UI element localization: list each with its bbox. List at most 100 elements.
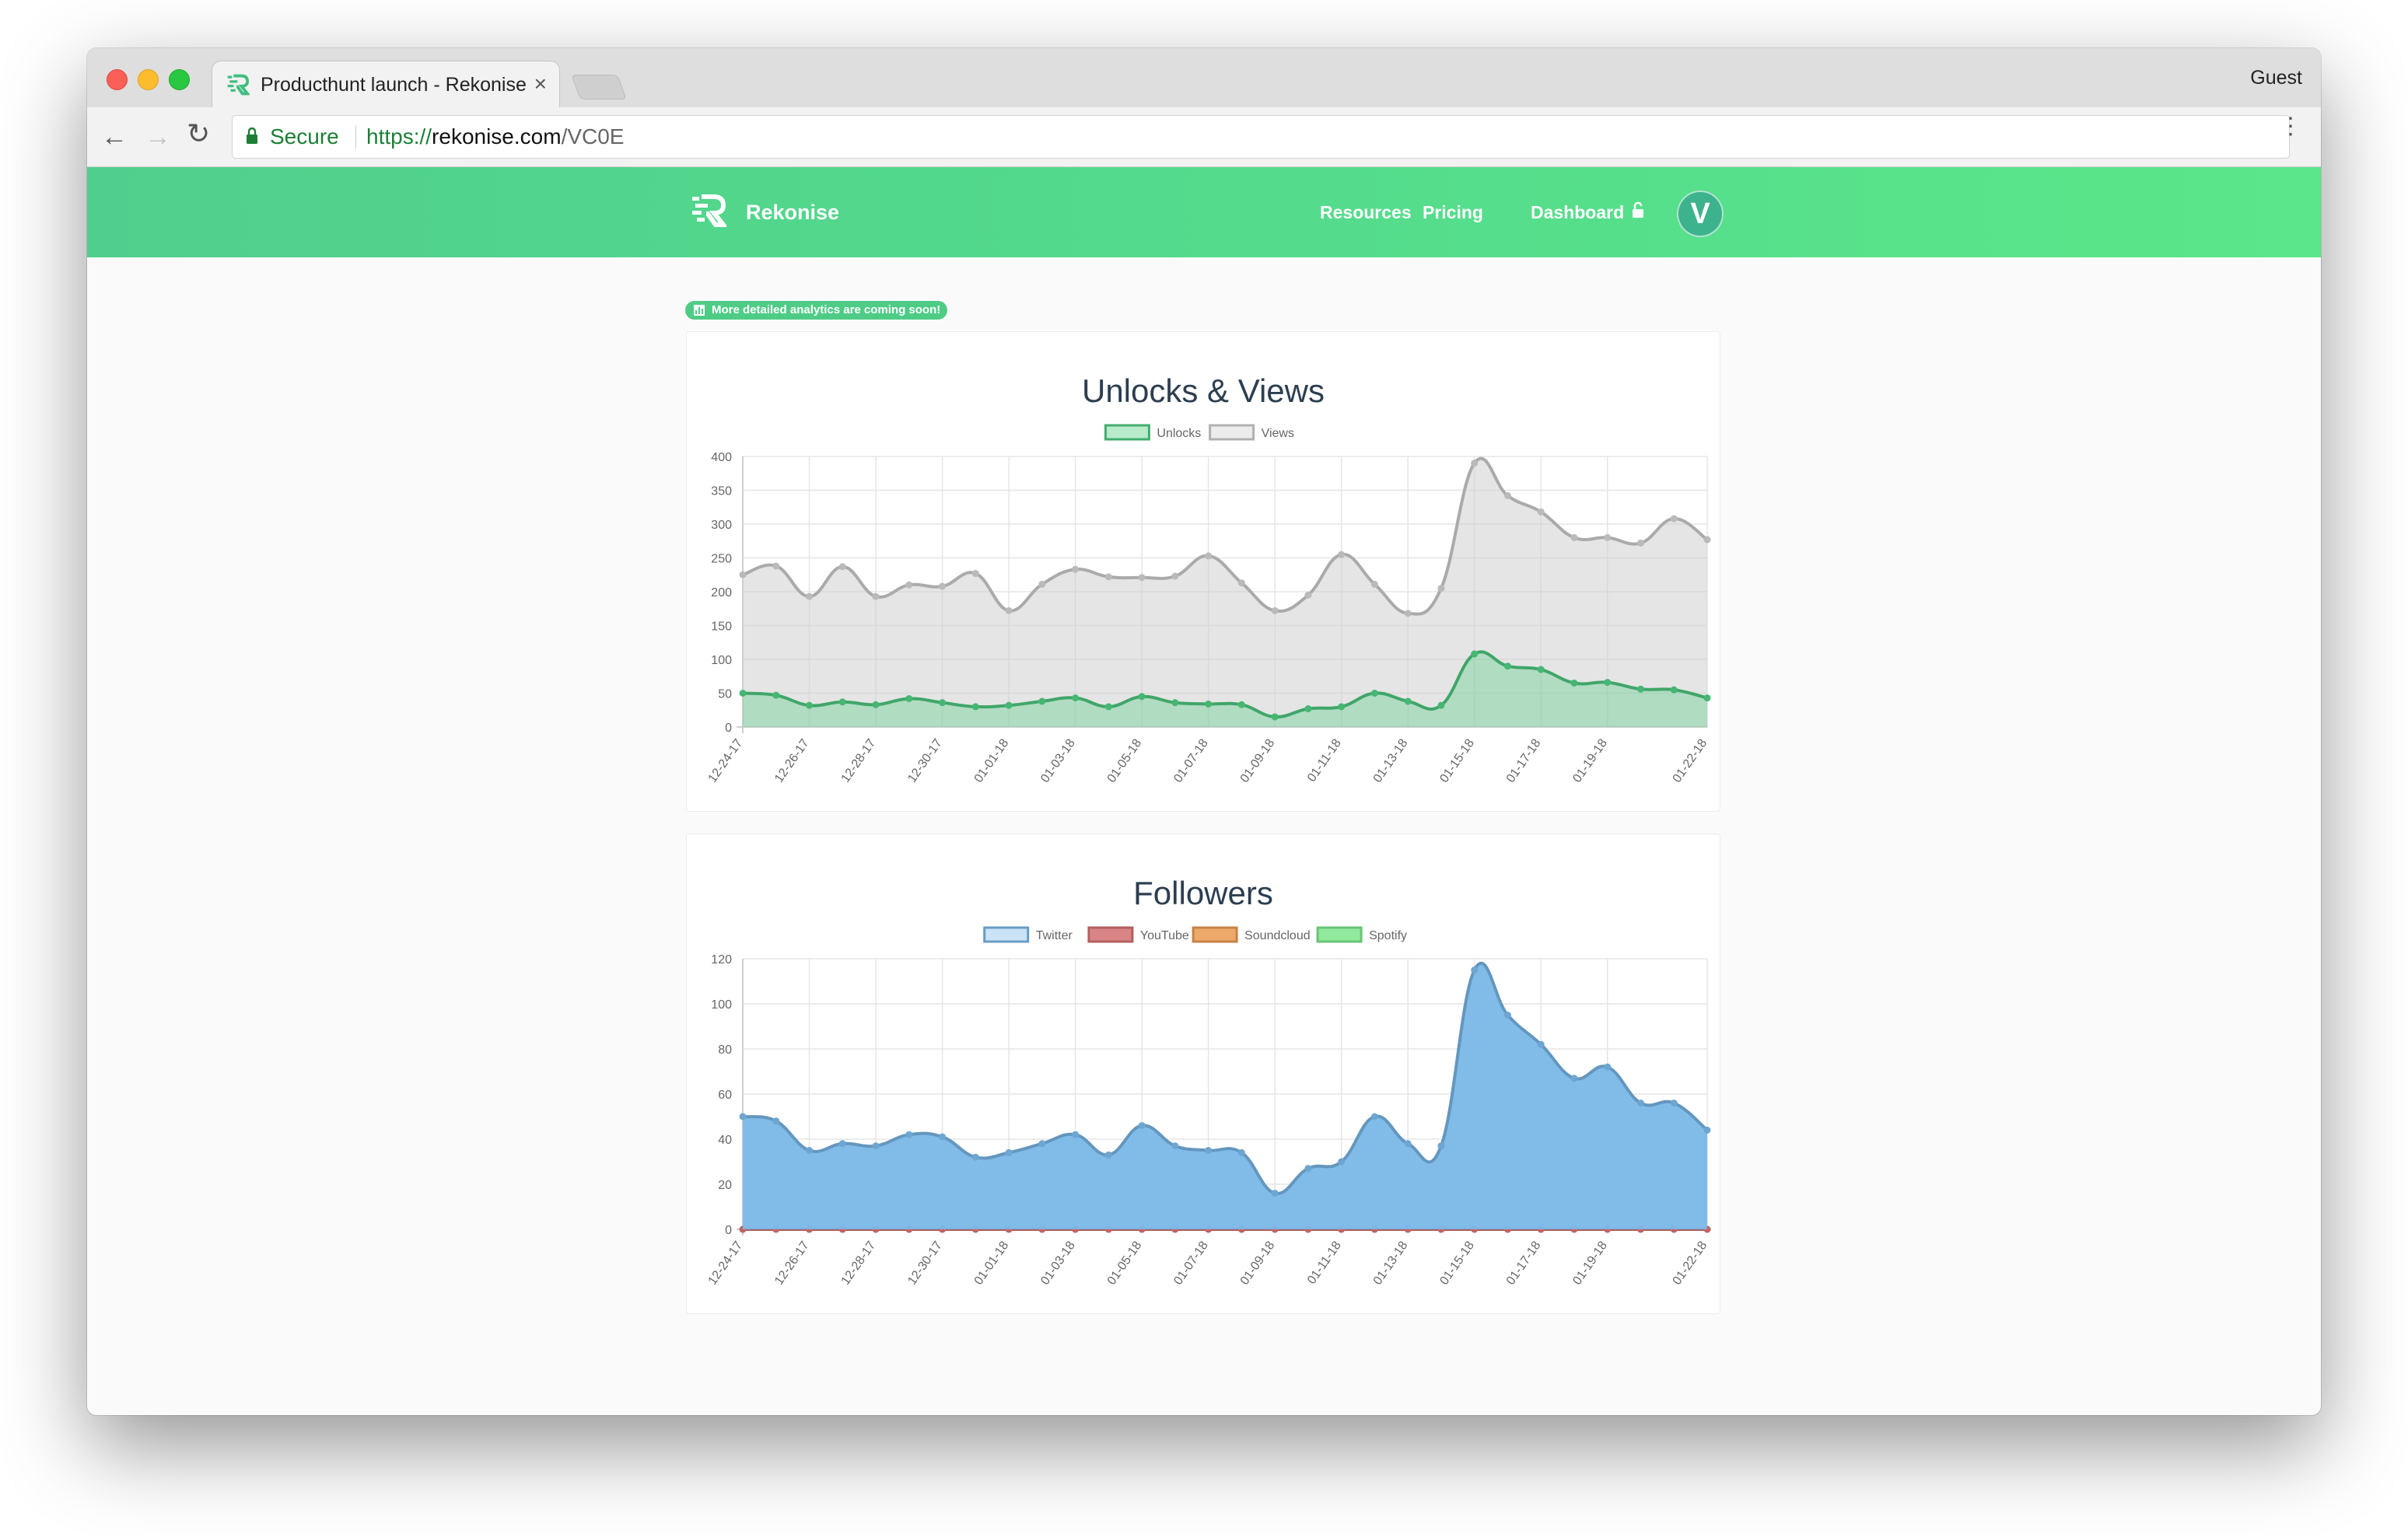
data-point[interactable] [1304, 705, 1312, 713]
data-point[interactable] [1005, 1148, 1013, 1156]
data-point[interactable] [939, 699, 947, 707]
data-point[interactable] [1537, 1040, 1545, 1048]
data-point[interactable] [1104, 703, 1112, 711]
data-point[interactable] [1237, 1148, 1245, 1156]
data-point[interactable] [1471, 966, 1479, 973]
legend-item-unlocks[interactable]: Unlocks [1104, 424, 1201, 441]
data-point[interactable] [1138, 574, 1146, 582]
data-point[interactable] [1138, 1122, 1146, 1130]
data-point[interactable] [1670, 515, 1678, 523]
rekonise-logo-icon[interactable] [691, 194, 726, 228]
data-point[interactable] [1370, 580, 1378, 588]
data-point[interactable] [806, 1147, 814, 1154]
data-point[interactable] [1338, 551, 1346, 558]
nav-link-dashboard[interactable]: Dashboard [1531, 202, 1625, 222]
data-point[interactable] [1537, 508, 1545, 516]
data-point[interactable] [905, 694, 913, 702]
new-tab-button[interactable] [571, 75, 627, 100]
data-point[interactable] [806, 592, 814, 600]
data-point[interactable] [1072, 694, 1080, 702]
data-point[interactable] [806, 701, 814, 709]
data-point[interactable] [1370, 690, 1378, 697]
data-point[interactable] [971, 570, 979, 578]
data-point[interactable] [739, 571, 747, 578]
data-point[interactable] [1237, 701, 1245, 708]
data-point[interactable] [1038, 1140, 1046, 1148]
data-point[interactable] [838, 563, 846, 571]
reload-icon[interactable]: ↻ [187, 117, 211, 149]
data-point[interactable] [1570, 533, 1578, 541]
data-point[interactable] [1404, 610, 1412, 617]
data-point[interactable] [1205, 1147, 1213, 1154]
data-point[interactable] [1471, 460, 1479, 467]
data-point[interactable] [1171, 699, 1179, 707]
data-point[interactable] [772, 562, 780, 570]
data-point[interactable] [1205, 552, 1213, 560]
data-point[interactable] [1072, 1131, 1080, 1138]
data-point[interactable] [1703, 1126, 1711, 1134]
data-point[interactable] [1570, 679, 1578, 687]
legend-item-youtube[interactable]: YouTube [1087, 926, 1189, 943]
profile-label[interactable]: Guest [2250, 67, 2302, 89]
data-point[interactable] [1570, 1075, 1578, 1082]
data-point[interactable] [872, 701, 880, 708]
data-point[interactable] [971, 703, 979, 711]
data-point[interactable] [1205, 700, 1213, 708]
user-avatar[interactable]: V [1677, 191, 1724, 237]
data-point[interactable] [1604, 1063, 1612, 1071]
nav-link-pricing[interactable]: Pricing [1423, 202, 1483, 222]
data-point[interactable] [1005, 701, 1013, 709]
maximize-window-button[interactable] [169, 69, 190, 90]
data-point[interactable] [1271, 1190, 1279, 1197]
close-tab-icon[interactable]: × [534, 72, 547, 96]
url-input[interactable]: Secure https://rekonise.com/VC0E [232, 115, 2290, 159]
padlock-icon[interactable] [1632, 201, 1644, 218]
browser-tab[interactable]: Producthunt launch - Rekonise × [212, 61, 560, 108]
data-point[interactable] [1670, 1099, 1678, 1107]
data-point[interactable] [939, 1133, 947, 1141]
data-point[interactable] [1104, 1151, 1112, 1159]
forward-arrow-icon[interactable]: → [145, 122, 171, 152]
data-point[interactable] [1271, 606, 1279, 614]
data-point[interactable] [1703, 536, 1711, 544]
data-point[interactable] [1404, 697, 1412, 705]
data-point[interactable] [1703, 694, 1711, 702]
data-point[interactable] [872, 1142, 880, 1150]
nav-link-resources[interactable]: Resources [1320, 202, 1412, 222]
data-point[interactable] [1437, 585, 1445, 592]
data-point[interactable] [1471, 650, 1479, 658]
data-point[interactable] [939, 582, 947, 590]
data-point[interactable] [1171, 572, 1179, 580]
data-point[interactable] [1404, 1140, 1412, 1148]
back-arrow-icon[interactable]: ← [101, 122, 128, 152]
data-point[interactable] [1503, 1012, 1511, 1019]
data-point[interactable] [739, 690, 747, 697]
legend-item-twitter[interactable]: Twitter [983, 926, 1073, 943]
data-point[interactable] [1304, 591, 1312, 599]
data-point[interactable] [971, 1153, 979, 1161]
data-point[interactable] [1072, 565, 1080, 573]
data-point[interactable] [1636, 539, 1644, 547]
data-point[interactable] [1604, 679, 1612, 687]
data-point[interactable] [905, 1131, 913, 1138]
data-point[interactable] [905, 581, 913, 589]
data-point[interactable] [1437, 1142, 1445, 1150]
legend-item-soundcloud[interactable]: Soundcloud [1192, 926, 1311, 943]
data-point[interactable] [1503, 491, 1511, 499]
brand-name[interactable]: Rekonise [746, 201, 840, 224]
minimize-window-button[interactable] [138, 69, 159, 90]
data-point[interactable] [1338, 1158, 1346, 1166]
data-point[interactable] [1503, 662, 1511, 670]
data-point[interactable] [1237, 579, 1245, 587]
close-window-button[interactable] [107, 69, 128, 90]
data-point[interactable] [772, 691, 780, 699]
data-point[interactable] [838, 698, 846, 706]
browser-menu-icon[interactable]: ⋮ [2279, 114, 2302, 139]
data-point[interactable] [1437, 701, 1445, 709]
legend-item-views[interactable]: Views [1209, 424, 1294, 441]
data-point[interactable] [1005, 606, 1013, 614]
data-point[interactable] [1304, 1165, 1312, 1173]
data-point[interactable] [1104, 573, 1112, 581]
data-point[interactable] [1604, 533, 1612, 541]
data-point[interactable] [838, 1140, 846, 1148]
